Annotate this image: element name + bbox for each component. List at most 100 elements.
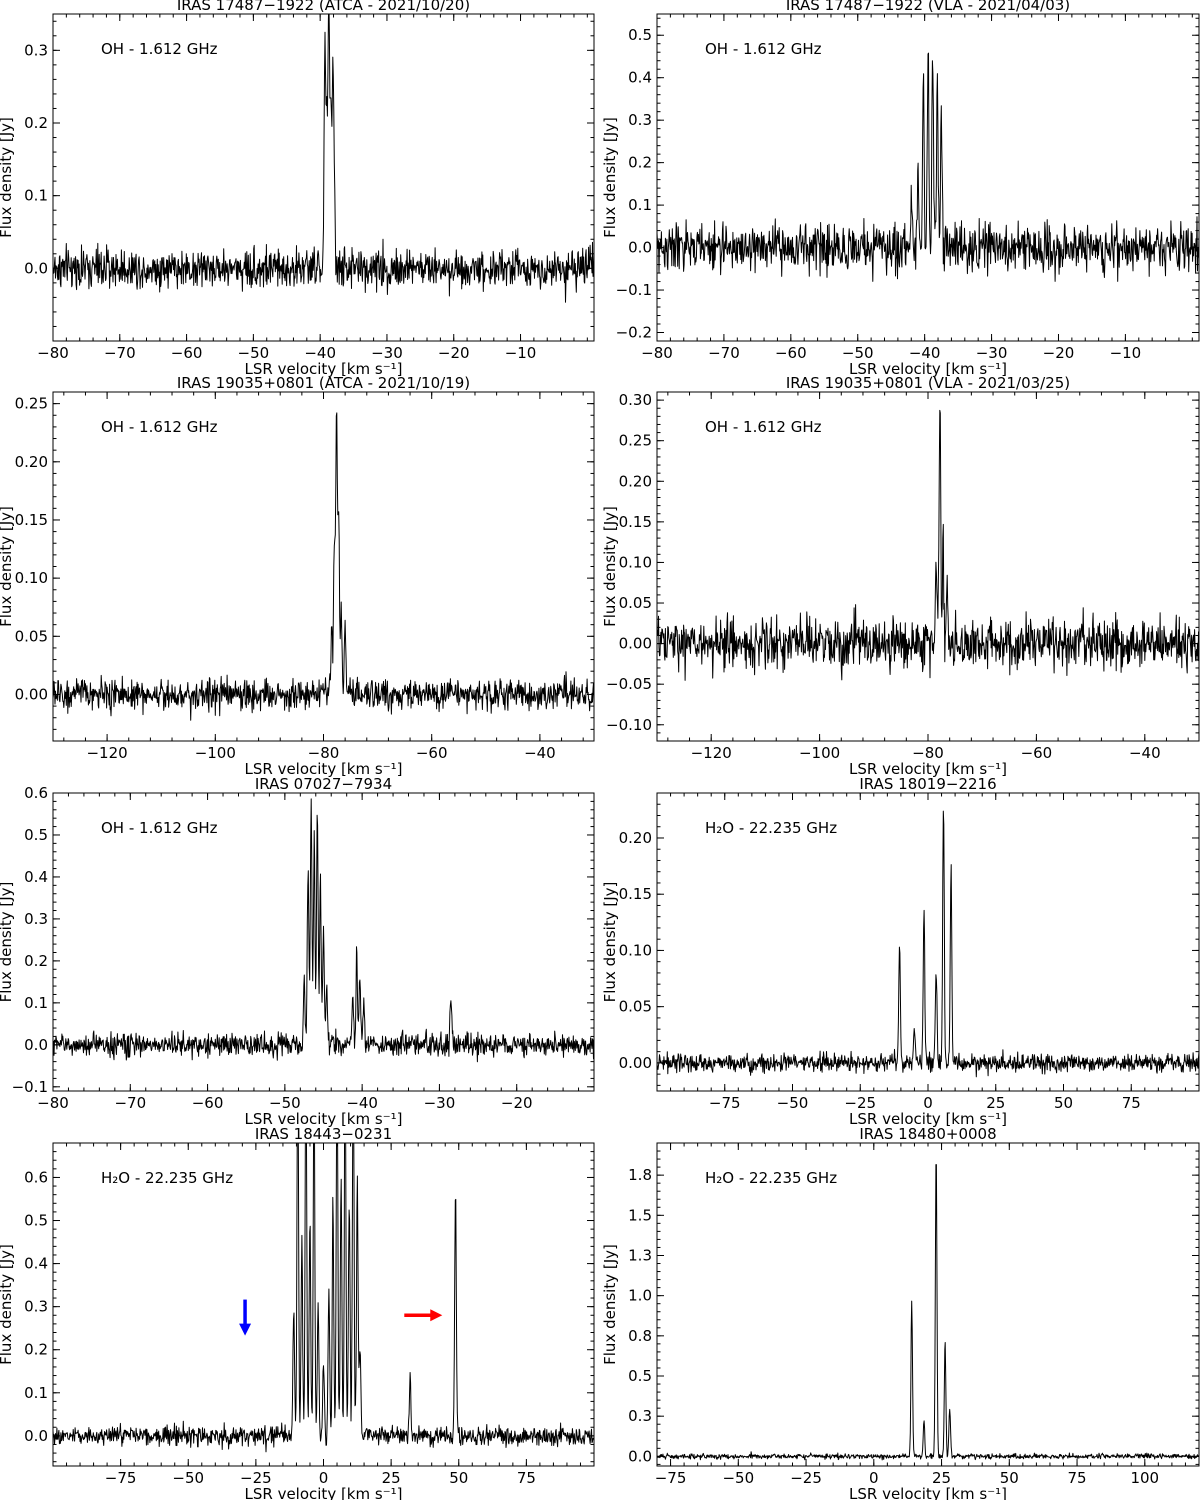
panel-title: IRAS 17487−1922 (ATCA - 2021/10/20) <box>177 0 470 14</box>
x-tick-label: 0 <box>319 1469 329 1487</box>
x-tick-label: −50 <box>172 1469 204 1487</box>
spectrum-line <box>657 810 1199 1078</box>
y-tick-label: 0.0 <box>628 239 652 257</box>
x-tick-label: −60 <box>416 744 448 762</box>
y-tick-label: 0.2 <box>628 154 652 172</box>
y-tick-label: 0.15 <box>619 513 652 531</box>
y-tick-label: 1.0 <box>628 1287 652 1305</box>
y-tick-label: 0.3 <box>628 111 652 129</box>
y-tick-label: −0.10 <box>606 716 652 734</box>
line-annotation: OH - 1.612 GHz <box>101 819 218 837</box>
x-tick-label: −80 <box>37 1094 69 1112</box>
y-tick-label: 0.3 <box>24 41 48 59</box>
y-tick-label: 0.3 <box>628 1407 652 1425</box>
y-tick-label: 0.1 <box>24 187 48 205</box>
x-tick-label: 0 <box>869 1469 879 1487</box>
y-axis-label: Flux density [Jy] <box>0 506 15 627</box>
y-tick-label: 0.20 <box>15 453 48 471</box>
panel-title: IRAS 18443−0231 <box>255 1125 392 1143</box>
panel-title: IRAS 17487−1922 (VLA - 2021/04/03) <box>786 0 1070 14</box>
y-tick-label: 0.25 <box>619 432 652 450</box>
panel-1: −80 −70 −60 −50 −40 −30 −20 −10 0.0 0.1 0.2 0.3 IRAS… <box>0 0 595 378</box>
panel-6: −75 −50 −25 0 25 50 75 0.00 0.05 0.10 0.15 0.20 IRAS… <box>601 775 1200 1128</box>
panel-title: IRAS 18019−2216 <box>859 775 996 793</box>
y-tick-label: 1.3 <box>628 1246 652 1264</box>
x-tick-label: 75 <box>1068 1469 1087 1487</box>
x-tick-label: 50 <box>1054 1094 1073 1112</box>
y-tick-label: 0.25 <box>15 395 48 413</box>
y-tick-label: 0.4 <box>628 69 652 87</box>
x-axis-label: LSR velocity [km s⁻¹] <box>245 760 403 778</box>
x-tick-label: −100 <box>799 744 840 762</box>
x-tick-label: −70 <box>708 344 740 362</box>
y-tick-label: 0.0 <box>24 1036 48 1054</box>
x-axis-label: LSR velocity [km s⁻¹] <box>849 360 1007 378</box>
x-axis-label: LSR velocity [km s⁻¹] <box>245 1110 403 1128</box>
x-tick-label: 75 <box>1122 1094 1141 1112</box>
x-tick-label: −30 <box>976 344 1008 362</box>
y-tick-label: 0.2 <box>24 1341 48 1359</box>
x-axis-label: LSR velocity [km s⁻¹] <box>849 1110 1007 1128</box>
x-tick-label: 25 <box>382 1469 401 1487</box>
panel-title: IRAS 19035+0801 (VLA - 2021/03/25) <box>786 374 1070 392</box>
y-tick-label: −0.1 <box>616 281 652 299</box>
line-annotation: H₂O - 22.235 GHz <box>705 1169 837 1187</box>
x-tick-label: −80 <box>308 744 340 762</box>
panel-title: IRAS 07027−7934 <box>255 775 392 793</box>
y-tick-label: 0.10 <box>619 553 652 571</box>
blue-arrow-head <box>239 1323 252 1336</box>
panel-5: −80 −70 −60 −50 −40 −30 −20 −0.1 0.0 0.1 0.2 0.3 0.4… <box>0 775 595 1128</box>
x-tick-label: −80 <box>37 344 69 362</box>
y-tick-label: 0.6 <box>24 1168 48 1186</box>
x-tick-label: −40 <box>304 344 336 362</box>
x-tick-label: −100 <box>195 744 236 762</box>
x-tick-label: 25 <box>986 1094 1005 1112</box>
y-tick-label: 0.2 <box>24 114 48 132</box>
y-axis-label: Flux density [Jy] <box>601 506 619 627</box>
y-tick-label: 0.6 <box>24 784 48 802</box>
x-axis-label: LSR velocity [km s⁻¹] <box>849 1485 1007 1500</box>
y-tick-label: 0.2 <box>24 952 48 970</box>
x-tick-label: −25 <box>844 1094 876 1112</box>
x-tick-label: −40 <box>1129 744 1161 762</box>
x-tick-label: −20 <box>501 1094 533 1112</box>
spectrum-line <box>657 52 1199 282</box>
x-tick-label: 100 <box>1130 1469 1159 1487</box>
plot-frame <box>52 792 595 1092</box>
line-annotation: H₂O - 22.235 GHz <box>705 819 837 837</box>
plot-frame <box>52 1142 595 1467</box>
y-axis-label: Flux density [Jy] <box>0 882 15 1003</box>
x-tick-label: −120 <box>691 744 732 762</box>
spectrum-line <box>657 1164 1199 1461</box>
y-tick-label: −0.05 <box>606 675 652 693</box>
line-annotation: OH - 1.612 GHz <box>101 418 218 436</box>
x-tick-label: −50 <box>269 1094 301 1112</box>
panel-title: IRAS 18480+0008 <box>859 1125 996 1143</box>
y-tick-label: 0.4 <box>24 1255 48 1273</box>
x-axis-label: LSR velocity [km s⁻¹] <box>245 1485 403 1500</box>
x-tick-label: −50 <box>238 344 270 362</box>
y-tick-label: 0.8 <box>628 1327 652 1345</box>
y-tick-label: 0.10 <box>619 941 652 959</box>
y-tick-label: −0.1 <box>12 1078 48 1096</box>
x-tick-label: −40 <box>524 744 556 762</box>
x-tick-label: −60 <box>192 1094 224 1112</box>
x-tick-label: −70 <box>114 1094 146 1112</box>
y-tick-label: 0.1 <box>24 994 48 1012</box>
x-tick-label: −20 <box>1043 344 1075 362</box>
x-tick-label: −40 <box>346 1094 378 1112</box>
panel-3: −120 −100 −80 −60 −40 0.00 0.05 0.10 0.15 0.20 0.2… <box>0 374 595 778</box>
y-axis-label: Flux density [Jy] <box>601 117 619 238</box>
y-tick-label: 1.8 <box>628 1166 652 1184</box>
y-tick-label: 1.5 <box>628 1206 652 1224</box>
y-tick-label: 0.1 <box>24 1384 48 1402</box>
panel-title: IRAS 19035+0801 (ATCA - 2021/10/19) <box>177 374 470 392</box>
x-tick-label: −10 <box>1110 344 1142 362</box>
y-tick-label: 0.10 <box>15 569 48 587</box>
x-tick-label: −50 <box>777 1094 809 1112</box>
x-tick-label: −30 <box>371 344 403 362</box>
y-tick-label: 0.5 <box>628 1367 652 1385</box>
spectrum-line <box>53 412 594 721</box>
y-axis-label: Flux density [Jy] <box>601 882 619 1003</box>
